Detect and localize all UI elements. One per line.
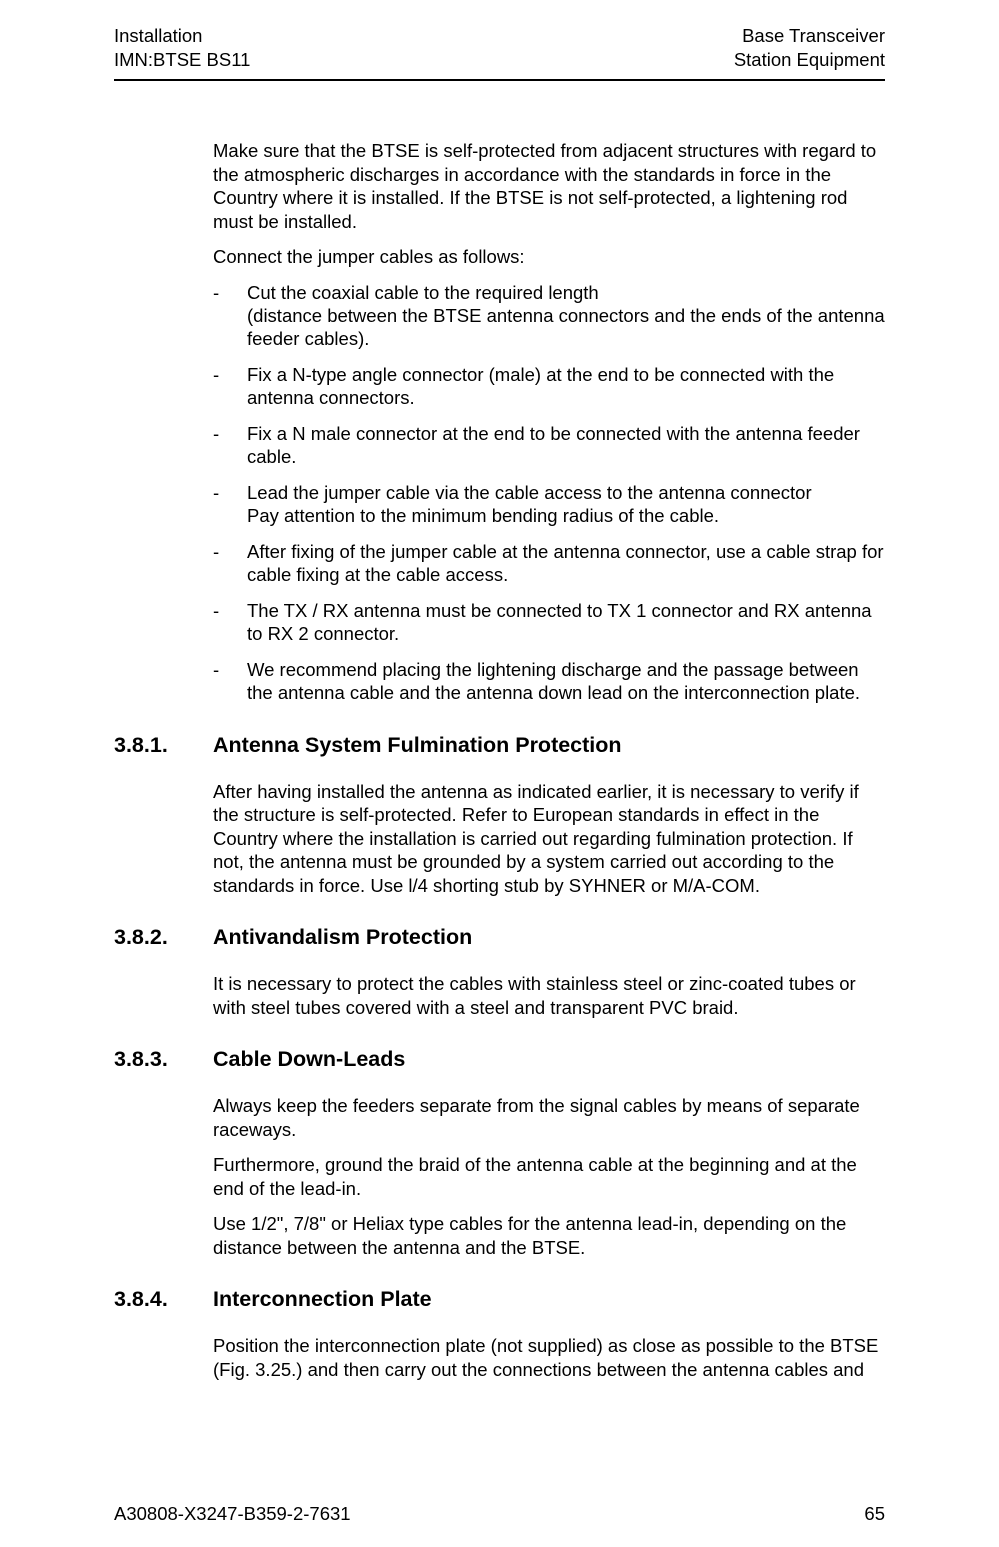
section-title: Antivandalism Protection xyxy=(213,925,472,950)
list-item: - We recommend placing the lightening di… xyxy=(213,658,885,705)
section-heading: 3.8.1. Antenna System Fulmination Protec… xyxy=(114,733,885,758)
section-title: Cable Down-Leads xyxy=(213,1047,405,1072)
list-item: - Fix a N-type angle connector (male) at… xyxy=(213,363,885,410)
section-heading: 3.8.3. Cable Down-Leads xyxy=(114,1047,885,1072)
list-item-text: After fixing of the jumper cable at the … xyxy=(247,540,885,587)
list-item-text: Fix a N-type angle connector (male) at t… xyxy=(247,363,885,410)
header-right: Base Transceiver Station Equipment xyxy=(734,24,885,72)
section-paragraph: After having installed the antenna as in… xyxy=(213,780,885,897)
section-number: 3.8.2. xyxy=(114,925,213,950)
list-item: - Cut the coaxial cable to the required … xyxy=(213,281,885,351)
list-item: - After fixing of the jumper cable at th… xyxy=(213,540,885,587)
dash-icon: - xyxy=(213,281,247,351)
section-heading: 3.8.2. Antivandalism Protection xyxy=(114,925,885,950)
dash-icon: - xyxy=(213,363,247,410)
section-heading: 3.8.4. Interconnection Plate xyxy=(114,1287,885,1312)
section-paragraph: Position the interconnection plate (not … xyxy=(213,1334,885,1381)
section-number: 3.8.3. xyxy=(114,1047,213,1072)
header-right-line2: Station Equipment xyxy=(734,48,885,72)
section-number: 3.8.4. xyxy=(114,1287,213,1312)
dash-icon: - xyxy=(213,658,247,705)
list-item: - Lead the jumper cable via the cable ac… xyxy=(213,481,885,528)
steps-list: - Cut the coaxial cable to the required … xyxy=(213,281,885,705)
list-item-text: We recommend placing the lightening disc… xyxy=(247,658,885,705)
section-paragraph: Always keep the feeders separate from th… xyxy=(213,1094,885,1141)
footer-doc-id: A30808-X3247-B359-2-7631 xyxy=(114,1503,351,1525)
list-item-text: The TX / RX antenna must be connected to… xyxy=(247,599,885,646)
list-item-text: Fix a N male connector at the end to be … xyxy=(247,422,885,469)
list-item-text: Lead the jumper cable via the cable acce… xyxy=(247,481,885,528)
list-item: - The TX / RX antenna must be connected … xyxy=(213,599,885,646)
list-item: - Fix a N male connector at the end to b… xyxy=(213,422,885,469)
section-number: 3.8.1. xyxy=(114,733,213,758)
dash-icon: - xyxy=(213,599,247,646)
connect-paragraph: Connect the jumper cables as follows: xyxy=(213,245,885,268)
footer-page-number: 65 xyxy=(864,1503,885,1525)
header-left-line2: IMN:BTSE BS11 xyxy=(114,48,250,72)
page: Installation IMN:BTSE BS11 Base Transcei… xyxy=(0,0,999,1547)
dash-icon: - xyxy=(213,481,247,528)
page-header: Installation IMN:BTSE BS11 Base Transcei… xyxy=(114,24,885,78)
section-title: Antenna System Fulmination Protection xyxy=(213,733,622,758)
header-left: Installation IMN:BTSE BS11 xyxy=(114,24,250,72)
content: Make sure that the BTSE is self-protecte… xyxy=(114,81,885,1381)
section-paragraph: It is necessary to protect the cables wi… xyxy=(213,972,885,1019)
section-paragraph: Furthermore, ground the braid of the ant… xyxy=(213,1153,885,1200)
dash-icon: - xyxy=(213,422,247,469)
section-paragraph: Use 1/2", 7/8" or Heliax type cables for… xyxy=(213,1212,885,1259)
list-item-text: Cut the coaxial cable to the required le… xyxy=(247,281,885,351)
section-title: Interconnection Plate xyxy=(213,1287,432,1312)
page-footer: A30808-X3247-B359-2-7631 65 xyxy=(114,1503,885,1525)
header-right-line1: Base Transceiver xyxy=(734,24,885,48)
dash-icon: - xyxy=(213,540,247,587)
intro-paragraph: Make sure that the BTSE is self-protecte… xyxy=(213,139,885,233)
header-left-line1: Installation xyxy=(114,24,250,48)
